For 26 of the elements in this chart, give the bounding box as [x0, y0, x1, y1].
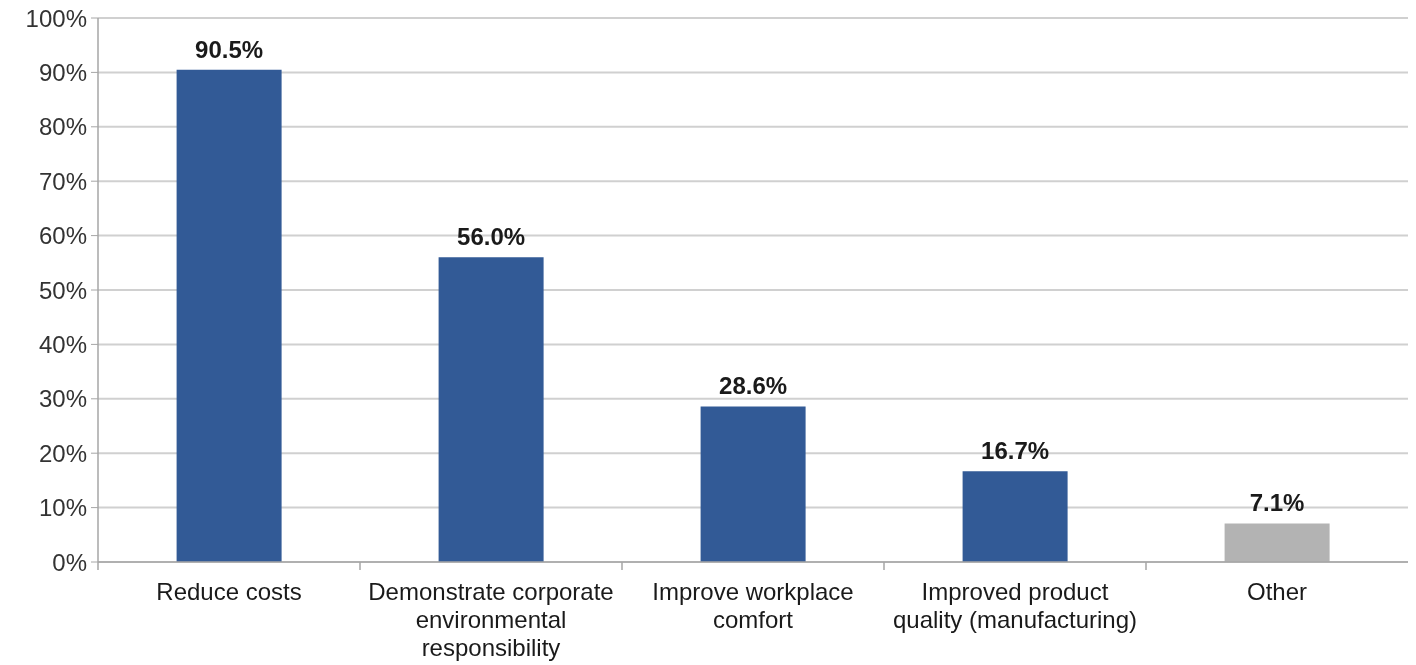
x-tick-label: Improve workplace comfort [652, 578, 854, 633]
y-tick-label: 70% [38, 167, 87, 195]
y-tick-label: 40% [38, 330, 87, 358]
y-tick-label: 10% [38, 494, 87, 522]
data-label: 7.1% [1249, 489, 1305, 517]
y-tick-label: 60% [38, 222, 87, 250]
bar [176, 69, 282, 562]
x-tick-label: Reduce costs [156, 578, 302, 605]
data-label: 28.6% [719, 372, 788, 400]
y-tick-label: 0% [52, 548, 87, 576]
y-tick-label: 50% [38, 276, 87, 304]
x-tick-label: Demonstrate corporate environmental responsibility [368, 578, 614, 661]
y-tick-label: 20% [38, 439, 87, 467]
bar [962, 471, 1068, 562]
y-tick-label: 100% [25, 4, 87, 32]
data-label: 56.0% [457, 223, 526, 251]
x-tick-label: Improved product quality (manufacturing) [892, 578, 1138, 633]
bar [438, 257, 544, 562]
y-tick-label: 90% [38, 58, 87, 86]
data-label: 16.7% [981, 437, 1050, 465]
x-tick-label: Other [1246, 578, 1308, 605]
bar [1224, 523, 1330, 562]
data-label: 90.5% [195, 35, 264, 63]
bar [700, 406, 806, 562]
y-tick-label: 80% [38, 113, 87, 141]
y-tick-label: 30% [38, 385, 87, 413]
